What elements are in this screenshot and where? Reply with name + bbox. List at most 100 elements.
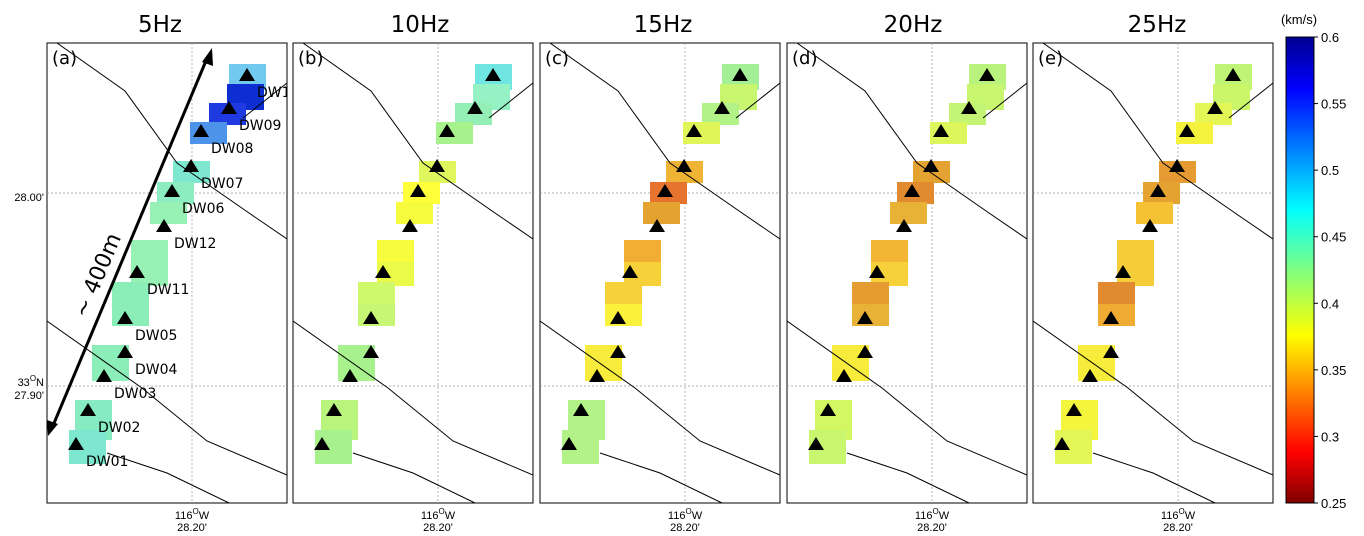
station-triangle-icon xyxy=(183,159,199,172)
velocity-cell xyxy=(150,202,187,224)
station-triangle-icon xyxy=(857,345,873,358)
lat-hemi: N xyxy=(36,377,44,389)
lon-deg-sup: O xyxy=(192,507,198,516)
velocity-cell xyxy=(605,282,642,304)
station-triangle-icon xyxy=(904,184,920,197)
station-label: DW10 xyxy=(257,85,299,101)
station-triangle-icon xyxy=(1082,369,1098,382)
station-triangle-icon xyxy=(363,345,379,358)
station-triangle-icon xyxy=(375,265,391,278)
colorbar-unit: (km/s) xyxy=(1281,12,1317,27)
station-triangle-icon xyxy=(96,369,112,382)
title-25hz: 25Hz xyxy=(1128,12,1187,38)
map-line xyxy=(599,452,723,503)
colorbar-tick-label: 0.25 xyxy=(1321,496,1346,511)
velocity-cells xyxy=(315,64,512,464)
title-15hz: 15Hz xyxy=(634,12,693,38)
velocity-cell xyxy=(852,282,889,304)
station-triangle-icon xyxy=(961,101,977,114)
station-label: DW09 xyxy=(239,118,281,134)
panel-tag-c: (c) xyxy=(545,48,569,69)
lon-deg: 116 xyxy=(915,510,933,522)
station-triangle-icon xyxy=(836,369,852,382)
panel-tag-e: (e) xyxy=(1038,48,1063,69)
map-line xyxy=(1228,82,1273,119)
colorbar: (km/s) 0.6 0.55 0.5 0.45 0.4 0.35 0.3 0.25 xyxy=(1281,12,1346,511)
station-triangle-icon xyxy=(221,101,237,114)
panel-tag-d: (d) xyxy=(792,48,817,69)
station-triangle-icon xyxy=(239,68,255,81)
station-triangle-icon xyxy=(732,68,748,81)
stations xyxy=(808,68,995,450)
panel-a-frame xyxy=(46,42,288,504)
lon-deg: 116 xyxy=(175,510,193,522)
lon-deg-sup: O xyxy=(932,507,938,516)
panel-frames xyxy=(46,42,1274,504)
station-triangle-icon xyxy=(129,265,145,278)
station-triangle-icon xyxy=(979,68,995,81)
station-triangle-icon xyxy=(1207,101,1223,114)
map-line xyxy=(242,82,287,119)
map-line xyxy=(56,43,287,240)
station-triangle-icon xyxy=(869,265,885,278)
station-label: DW03 xyxy=(114,386,156,402)
velocity-cell xyxy=(1098,282,1135,304)
colorbar-gradient xyxy=(1285,36,1315,504)
map-line xyxy=(796,43,1027,240)
station-triangle-icon xyxy=(561,437,577,450)
colorbar-tick-label: 0.3 xyxy=(1321,429,1339,444)
panel-a-map: DW10 DW09 DW08 DW07 DW06 DW12 DW11 DW05 DW04 DW03… xyxy=(47,43,299,503)
station-triangle-icon xyxy=(326,403,342,416)
map-line xyxy=(549,43,780,240)
panel-d-frame xyxy=(786,42,1028,504)
station-triangle-icon xyxy=(610,345,626,358)
panel-c-frame xyxy=(539,42,781,504)
lon-label: 116OW xyxy=(1161,507,1196,522)
lon-hemi: W xyxy=(692,510,703,522)
station-triangle-icon xyxy=(714,101,730,114)
station-label: DW12 xyxy=(174,236,216,252)
velocity-cell xyxy=(643,202,680,224)
title-20hz: 20Hz xyxy=(884,12,943,38)
lon-hemi: W xyxy=(199,510,210,522)
panel-e-frame xyxy=(1032,42,1274,504)
station-label: DW01 xyxy=(86,454,128,470)
map-line xyxy=(352,452,476,503)
station-triangle-icon xyxy=(622,265,638,278)
panel-tag-a: (a) xyxy=(52,48,77,69)
station-triangle-icon xyxy=(193,124,209,137)
velocity-cell xyxy=(131,240,168,264)
station-triangle-icon xyxy=(1169,159,1185,172)
velocity-cell xyxy=(396,202,433,224)
station-label: DW11 xyxy=(147,282,189,298)
station-triangle-icon xyxy=(1179,124,1195,137)
distance-arrow-head-top xyxy=(202,48,213,66)
map-line xyxy=(47,320,287,476)
station-triangle-icon xyxy=(686,124,702,137)
station-triangle-icon xyxy=(808,437,824,450)
lon-minutes: 28.20' xyxy=(917,522,947,534)
station-label: DW07 xyxy=(201,176,243,192)
velocity-cell xyxy=(377,240,414,264)
velocity-cell xyxy=(1117,240,1154,264)
station-triangle-icon xyxy=(1142,219,1158,232)
station-triangle-icon xyxy=(657,184,673,197)
velocity-cell xyxy=(112,282,149,304)
panel-b: (b) xyxy=(293,43,533,503)
colorbar-tick-label: 0.55 xyxy=(1321,97,1346,112)
lat-label-north: 28.00' xyxy=(14,192,44,204)
latitude-labels: 28.00' 33ON 27.90' xyxy=(14,192,44,402)
panel-b-map xyxy=(293,43,533,503)
velocity-cells xyxy=(809,64,1006,464)
station-triangle-icon xyxy=(429,159,445,172)
velocity-cells xyxy=(562,64,759,464)
station-triangle-icon xyxy=(1115,265,1131,278)
map-line xyxy=(846,452,970,503)
map-line xyxy=(488,82,533,119)
lon-deg-sup: O xyxy=(438,507,444,516)
station-label: DW06 xyxy=(182,201,225,217)
map-line xyxy=(1042,43,1273,240)
station-triangle-icon xyxy=(164,184,180,197)
velocity-cell xyxy=(1136,202,1173,224)
